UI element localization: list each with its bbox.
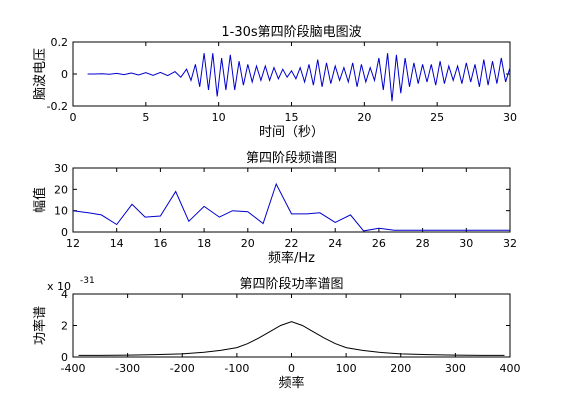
axes-2-frame <box>72 167 511 233</box>
axes-2-xtick-label: 16 <box>153 237 167 250</box>
axes-1-ytick-label: 0 <box>61 68 68 81</box>
axes-1-xtick-label: 15 <box>285 111 299 124</box>
axes-2-xtick-label: 20 <box>241 237 255 250</box>
axes-2-ytick-label: 0 <box>61 226 68 239</box>
axes-2-xtick-label: 12 <box>66 237 80 250</box>
axes-1-frame <box>72 41 511 107</box>
axes-2-series-line <box>72 182 510 232</box>
axes-3-xtick-label: -200 <box>170 362 195 375</box>
axes-1-ytick-label: -0.2 <box>47 100 68 113</box>
axes-2-xtick-label: 30 <box>459 237 473 250</box>
axes-2-xtick-label: 28 <box>416 237 430 250</box>
axes-3-exponent-label: x 10 <box>47 280 71 293</box>
axes-3-exponent-value: -31 <box>80 276 95 286</box>
axes-3-frame <box>72 293 511 358</box>
axes-3-xtick-label: 300 <box>445 362 466 375</box>
axes-2-xtick-label: 32 <box>503 237 517 250</box>
axes-3-xtick-label: 400 <box>500 362 521 375</box>
axes-1-xtick-label: 0 <box>70 111 77 124</box>
axes-1-xtick-label: 10 <box>212 111 226 124</box>
axes-1-xtick-label: 30 <box>503 111 517 124</box>
axes-3-ylabel: 功率谱 <box>32 306 48 345</box>
axes-1-title: 1-30s第四阶段脑电图波 <box>221 25 361 40</box>
axes-3-xtick-label: -100 <box>224 362 249 375</box>
axes-3-title: 第四阶段功率谱图 <box>239 276 343 292</box>
axes-3-xtick-label: 0 <box>288 362 295 375</box>
axes-3-xlabel: 频率 <box>278 375 304 391</box>
axes-2-xtick-label: 26 <box>372 237 386 250</box>
axes-2-xtick-label: 24 <box>328 237 342 250</box>
axes-1-ytick-label: 0.2 <box>51 36 69 49</box>
axes-2-ylabel: 幅值 <box>32 187 48 213</box>
axes-1-xtick-label: 25 <box>430 111 444 124</box>
axes-2-ytick-label: 10 <box>54 205 68 218</box>
axes-3-ytick-label: 0 <box>61 351 68 364</box>
axes-2-ytick-label: 20 <box>54 183 68 196</box>
axes-2-ytick-label: 30 <box>54 162 68 175</box>
axes-3-xtick-label: 100 <box>336 362 357 375</box>
axes-2-xtick-label: 18 <box>197 237 211 250</box>
axes-3-series-line <box>78 321 505 356</box>
axes-2-title: 第四阶段频谱图 <box>246 151 337 166</box>
axes-1-xtick-label: 20 <box>357 111 371 124</box>
axes-1-xtick-label: 5 <box>142 111 149 124</box>
axes-3-xtick-label: -300 <box>115 362 140 375</box>
axes-2-xtick-label: 14 <box>110 237 124 250</box>
axes-1-ylabel: 脑波电压 <box>33 48 48 100</box>
axes-1-xlabel: 时间（秒） <box>259 125 324 140</box>
axes-2-xtick-label: 22 <box>285 237 299 250</box>
axes-3-xtick-label: -400 <box>61 362 86 375</box>
axes-3-xtick-label: 200 <box>390 362 411 375</box>
axes-1-series-line <box>87 53 511 102</box>
axes-3-ytick-label: 4 <box>61 288 68 301</box>
axes-2-xlabel: 频率/Hz <box>268 250 315 266</box>
axes-3-ytick-label: 2 <box>61 320 68 333</box>
